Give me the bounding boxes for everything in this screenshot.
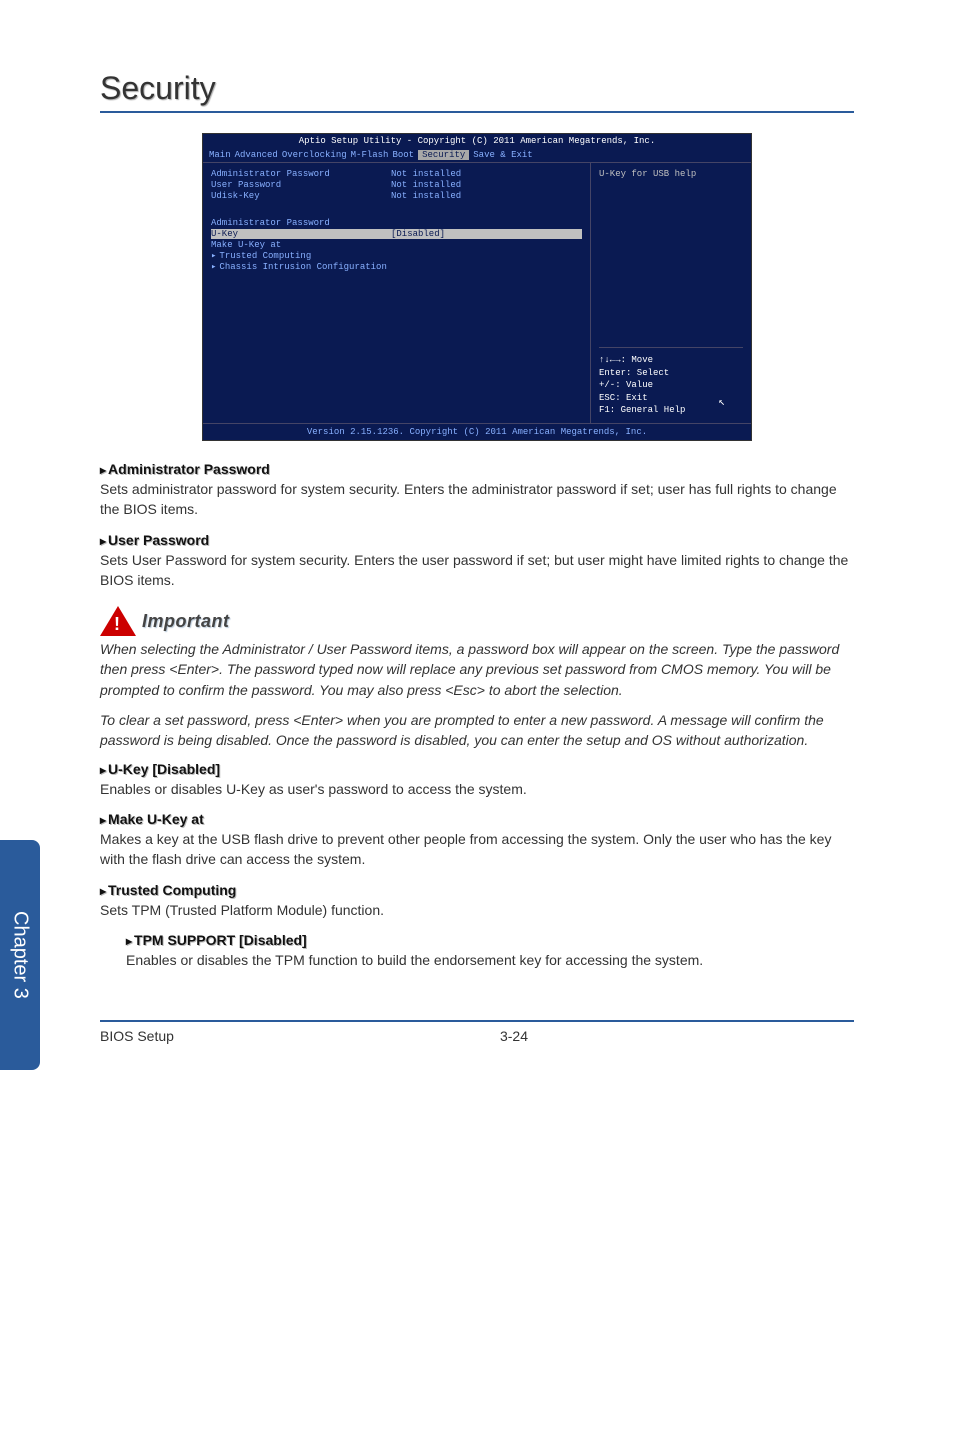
- bios-row-label: Trusted Computing: [211, 251, 391, 261]
- bios-row-value: Not installed: [391, 180, 582, 190]
- callout-body-container: When selecting the Administrator / User …: [100, 639, 854, 750]
- bios-menu-item: Advanced: [235, 150, 278, 160]
- setting-item: U-Key [Disabled] Enables or disables U-Ke…: [100, 761, 854, 799]
- footer-center: 3-24: [174, 1028, 854, 1044]
- page-content: Security Aptio Setup Utility - Copyright…: [100, 0, 854, 1044]
- callout-header: Important: [100, 606, 854, 636]
- bios-row-value: [391, 262, 582, 272]
- bios-key-help: ↑↓←→: MoveEnter: Select+/-: ValueESC: Ex…: [599, 347, 743, 417]
- bios-menu-item: Security: [418, 150, 469, 160]
- bios-row-value: [391, 218, 582, 228]
- bios-config-row: Chassis Intrusion Configuration: [211, 262, 582, 272]
- bios-menu-item: M-Flash: [351, 150, 389, 160]
- bios-body: Administrator PasswordNot installedUser …: [203, 163, 751, 423]
- setting-item: Trusted Computing Sets TPM (Trusted Platf…: [100, 882, 854, 920]
- setting-description: Sets TPM (Trusted Platform Module) funct…: [100, 900, 854, 920]
- important-callout: Important When selecting the Administrat…: [100, 606, 854, 750]
- setting-item: TPM SUPPORT [Disabled] Enables or disable…: [126, 932, 854, 970]
- bios-right-pane: U-Key for USB help ↑↓←→: MoveEnter: Sele…: [591, 163, 751, 423]
- setting-item: Administrator Password Sets administrator…: [100, 461, 854, 520]
- bios-status-row: User PasswordNot installed: [211, 180, 582, 190]
- callout-title: Important: [142, 611, 230, 632]
- bios-row-label: User Password: [211, 180, 391, 190]
- bios-row-label: U-Key: [211, 229, 391, 239]
- bios-help-text: U-Key for USB help: [599, 169, 743, 347]
- setting-description: Makes a key at the USB flash drive to pr…: [100, 829, 854, 870]
- bios-config-row: Administrator Password: [211, 218, 582, 228]
- bios-row-label: Chassis Intrusion Configuration: [211, 262, 391, 272]
- items-group-2: U-Key [Disabled] Enables or disables U-Ke…: [100, 761, 854, 970]
- callout-paragraph: To clear a set password, press <Enter> w…: [100, 710, 854, 751]
- setting-description: Enables or disables the TPM function to …: [126, 950, 854, 970]
- callout-paragraph: When selecting the Administrator / User …: [100, 639, 854, 700]
- setting-heading: U-Key [Disabled]: [100, 761, 854, 777]
- bios-config-row: Trusted Computing: [211, 251, 582, 261]
- bios-menu-item: Boot: [392, 150, 414, 160]
- bios-row-value: [391, 240, 582, 250]
- bios-header: Aptio Setup Utility - Copyright (C) 2011…: [203, 134, 751, 148]
- bios-row-label: Administrator Password: [211, 218, 391, 228]
- bios-menu-item: Save & Exit: [473, 150, 532, 160]
- setting-heading: Trusted Computing: [100, 882, 854, 898]
- bios-menu-item: Main: [209, 150, 231, 160]
- setting-description: Sets administrator password for system s…: [100, 479, 854, 520]
- setting-item: User Password Sets User Password for syst…: [100, 532, 854, 591]
- bios-row-value: Not installed: [391, 191, 582, 201]
- bios-screenshot: Aptio Setup Utility - Copyright (C) 2011…: [202, 133, 752, 441]
- bios-row-value: [Disabled]: [391, 229, 582, 239]
- setting-heading: Make U-Key at: [100, 811, 854, 827]
- bios-row-value: Not installed: [391, 169, 582, 179]
- bios-status-row: Administrator PasswordNot installed: [211, 169, 582, 179]
- setting-description: Enables or disables U-Key as user's pass…: [100, 779, 854, 799]
- bios-row-value: [391, 251, 582, 261]
- setting-item: Make U-Key at Makes a key at the USB flas…: [100, 811, 854, 870]
- bios-row-label: Make U-Key at: [211, 240, 391, 250]
- bios-status-row: Udisk-KeyNot installed: [211, 191, 582, 201]
- cursor-icon: ↖: [718, 396, 725, 411]
- setting-heading: TPM SUPPORT [Disabled]: [126, 932, 854, 948]
- bios-config-row: U-Key[Disabled]: [211, 229, 582, 239]
- bios-help-line: Enter: Select: [599, 367, 743, 380]
- items-group-1: Administrator Password Sets administrator…: [100, 461, 854, 590]
- bios-menubar: Main Advanced Overclocking M-FlashBoot Secur…: [203, 148, 751, 163]
- setting-heading: User Password: [100, 532, 854, 548]
- setting-description: Sets User Password for system security. …: [100, 550, 854, 591]
- bios-footer: Version 2.15.1236. Copyright (C) 2011 Am…: [203, 423, 751, 440]
- bios-row-label: Administrator Password: [211, 169, 391, 179]
- setting-heading: Administrator Password: [100, 461, 854, 477]
- footer-left: BIOS Setup: [100, 1028, 174, 1044]
- section-title: Security: [100, 70, 854, 113]
- bios-config-row: Make U-Key at: [211, 240, 582, 250]
- page-footer: BIOS Setup 3-24: [100, 1020, 854, 1044]
- bios-help-line: +/-: Value: [599, 379, 743, 392]
- bios-help-line: ↑↓←→: Move: [599, 354, 743, 367]
- bios-row-label: Udisk-Key: [211, 191, 391, 201]
- warning-icon: [100, 606, 136, 636]
- bios-menu-item: Overclocking: [282, 150, 347, 160]
- chapter-tab: Chapter 3: [0, 840, 40, 1070]
- bios-left-pane: Administrator PasswordNot installedUser …: [203, 163, 591, 423]
